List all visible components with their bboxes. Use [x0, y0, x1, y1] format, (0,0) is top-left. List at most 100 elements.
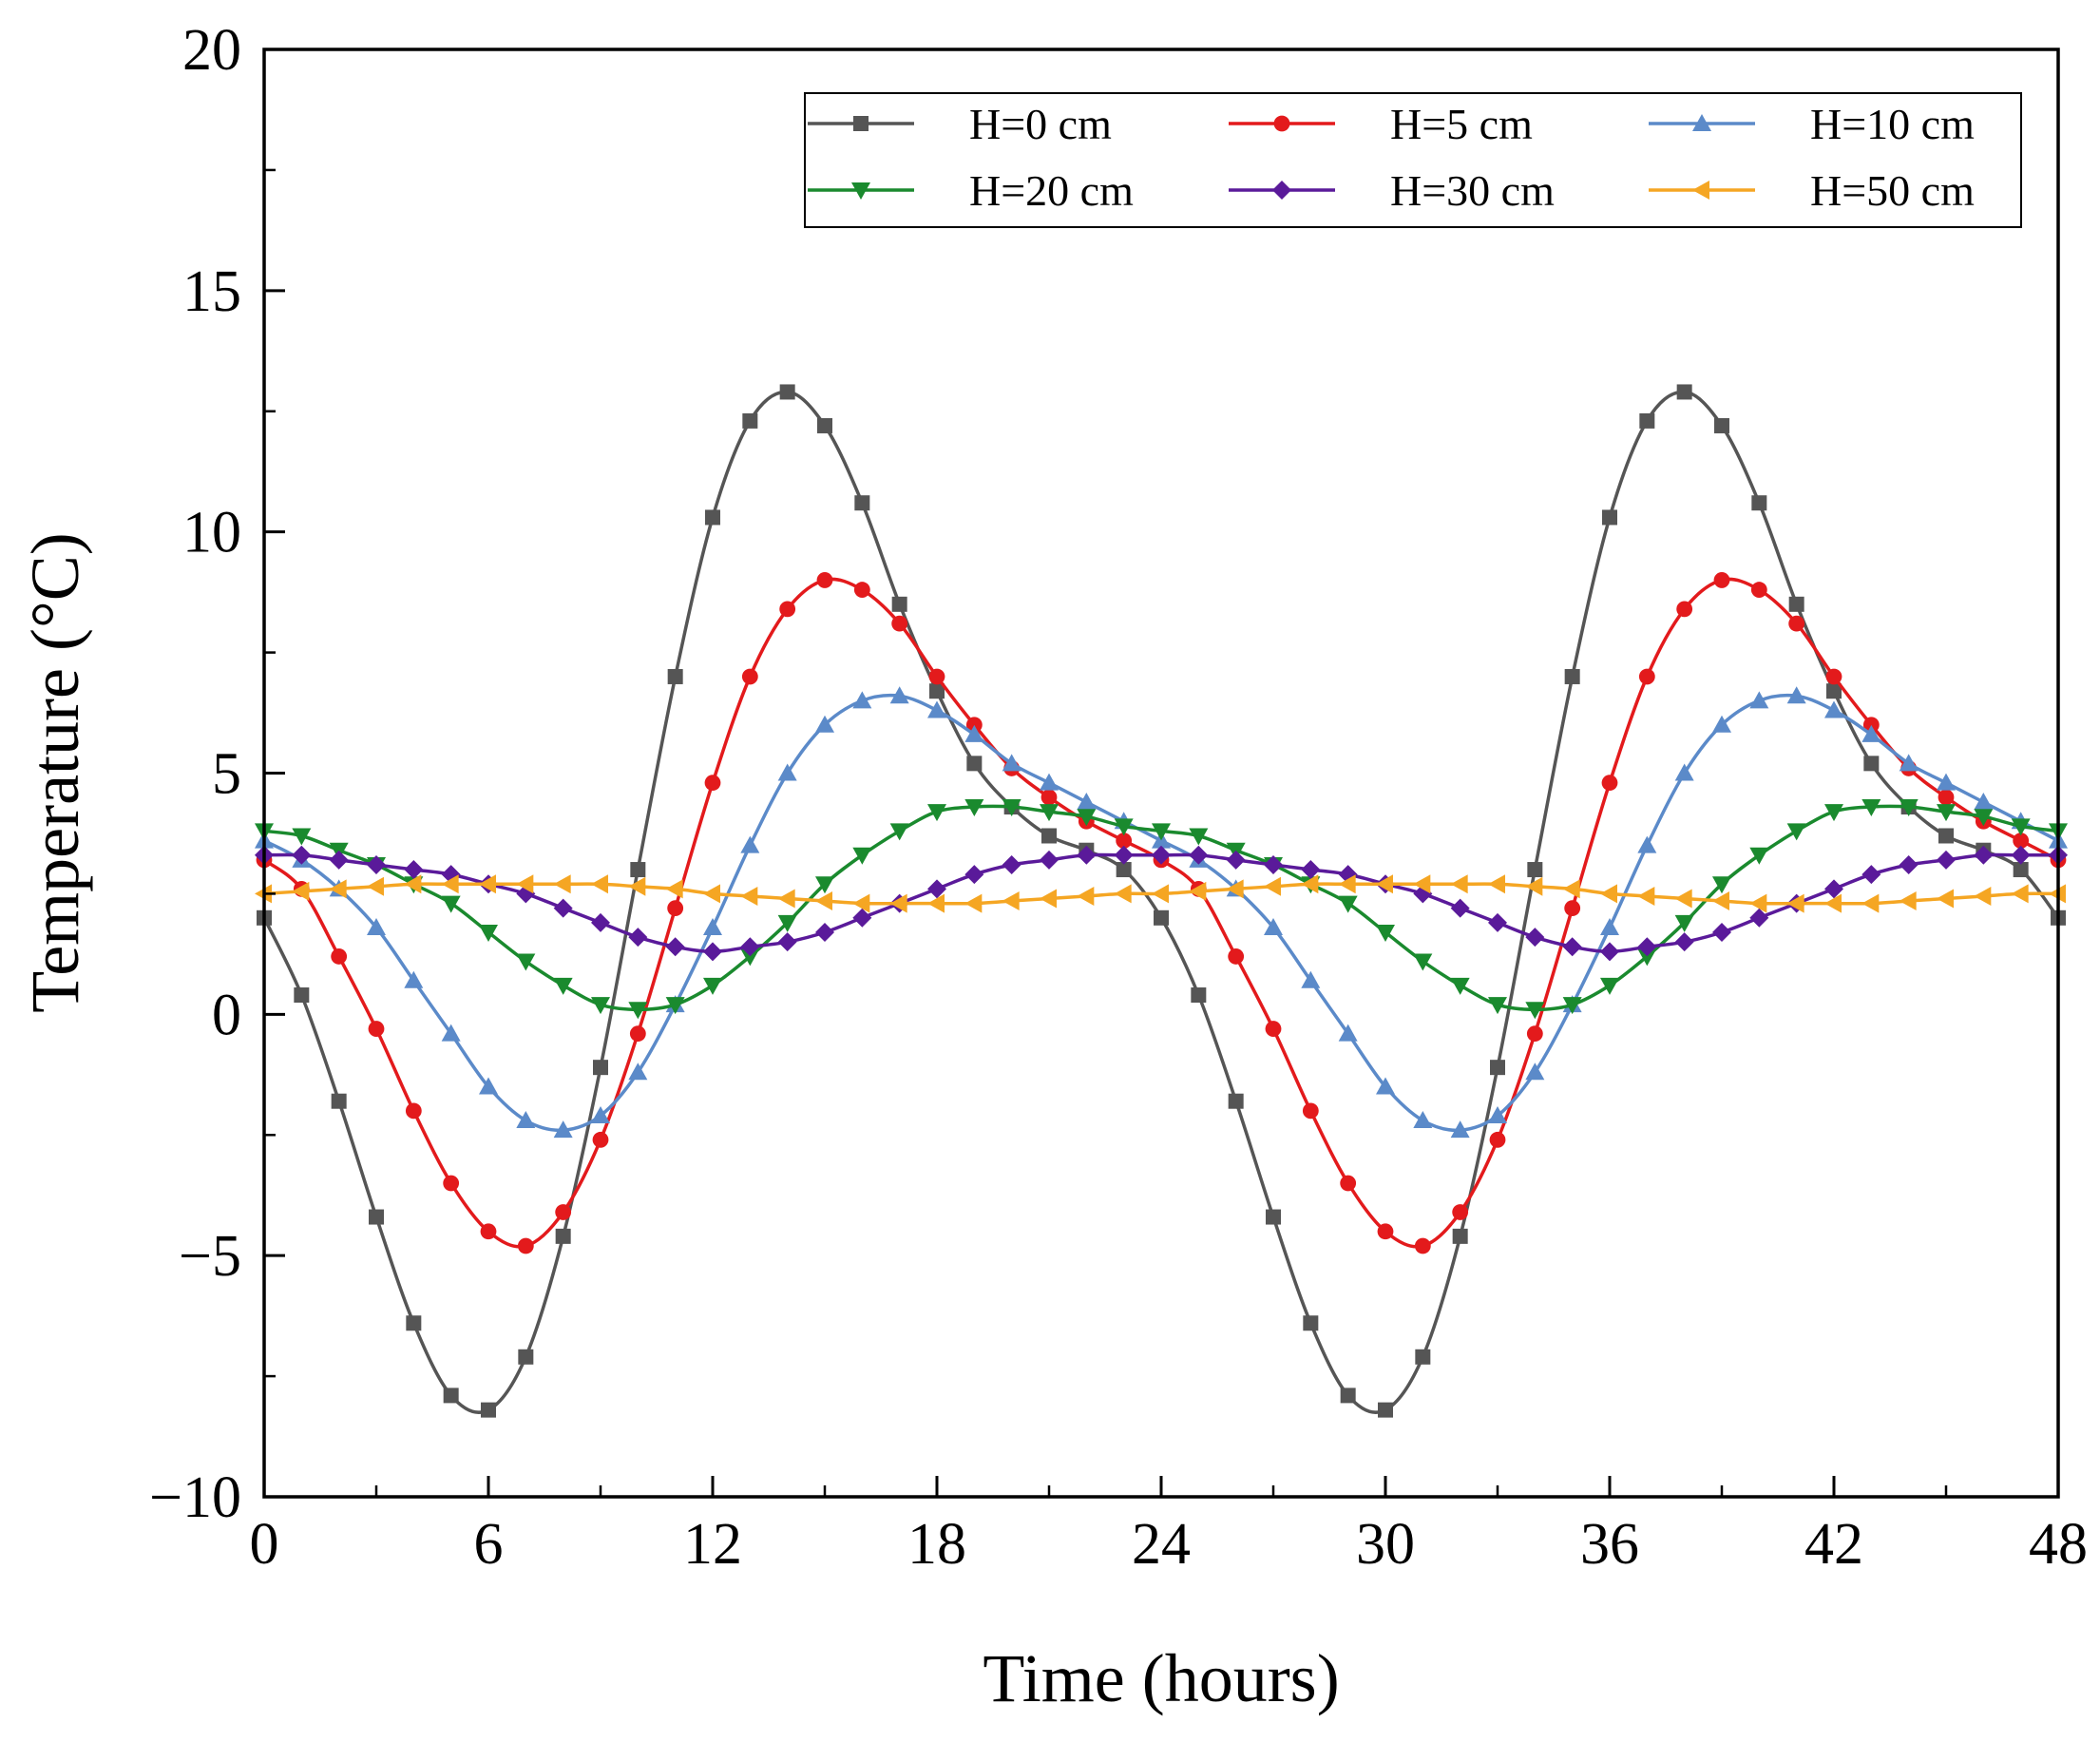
data-point [367, 917, 386, 935]
data-point [1863, 756, 1880, 772]
data-point [1637, 937, 1657, 957]
legend-marker [853, 116, 869, 131]
data-point [555, 1228, 571, 1244]
data-point [1938, 789, 1955, 806]
data-point [479, 874, 496, 894]
data-point [1674, 914, 1694, 932]
data-point [1228, 1093, 1244, 1109]
data-point [1488, 874, 1505, 894]
x-tick-label: 18 [907, 1512, 966, 1577]
data-point [593, 1060, 608, 1076]
data-point [1266, 1209, 1281, 1225]
legend-marker [1272, 181, 1291, 200]
x-tick-label: 24 [1132, 1512, 1191, 1577]
x-tick-label: 36 [1580, 1512, 1639, 1577]
data-point [665, 997, 685, 1015]
data-point [1490, 1060, 1505, 1076]
data-point [553, 977, 573, 995]
x-axis-title: Time (hours) [983, 1640, 1339, 1716]
data-point [1674, 932, 1694, 952]
data-point [1450, 977, 1470, 995]
data-point [1041, 828, 1057, 844]
data-point [1564, 900, 1581, 917]
data-point [815, 715, 834, 733]
data-point [1712, 715, 1731, 733]
data-point [1937, 850, 1956, 870]
legend-marker [851, 182, 870, 200]
data-point [1264, 876, 1281, 896]
legend-label: H=30 cm [1390, 166, 1555, 215]
data-point [1713, 572, 1730, 588]
data-point [665, 879, 683, 899]
legend-label: H=5 cm [1390, 100, 1533, 148]
data-point [331, 1093, 347, 1109]
data-point [1376, 925, 1395, 943]
data-point [553, 1120, 573, 1139]
y-tick-label: −10 [149, 1465, 241, 1530]
data-point [1637, 948, 1657, 967]
y-tick-label: 5 [212, 742, 241, 807]
data-point [1265, 1021, 1282, 1037]
data-point [1189, 828, 1209, 846]
data-point [1226, 879, 1244, 899]
data-point [1525, 928, 1545, 948]
data-point [1114, 818, 1134, 836]
data-point [1527, 862, 1543, 878]
data-point [553, 898, 573, 918]
data-point [889, 686, 909, 704]
data-point [1861, 724, 1881, 742]
data-point [1526, 1025, 1543, 1043]
data-point [815, 891, 832, 911]
data-point [740, 835, 760, 853]
data-point [1152, 823, 1171, 841]
data-point [889, 823, 909, 841]
data-point [518, 1349, 534, 1365]
data-point [742, 412, 758, 429]
data-point [1937, 889, 1954, 909]
data-point [928, 668, 945, 685]
data-point [966, 756, 983, 772]
data-point [591, 997, 610, 1015]
data-point [740, 886, 758, 906]
legend-item: H=20 cm [808, 166, 1134, 215]
data-point [1301, 874, 1319, 894]
series-6 [255, 874, 2066, 913]
data-point [815, 923, 834, 943]
data-point [367, 876, 384, 896]
legend-box [804, 92, 2022, 228]
data-point [665, 937, 685, 957]
legend-item: H=10 cm [1649, 100, 1975, 148]
data-point [1600, 977, 1619, 995]
data-point [1413, 953, 1433, 971]
data-point [667, 900, 684, 917]
x-tick-label: 6 [474, 1512, 504, 1577]
data-point [516, 953, 536, 971]
data-point [628, 928, 648, 948]
data-point [1861, 893, 1880, 913]
data-point [777, 889, 795, 909]
data-point [891, 596, 907, 612]
data-point [1450, 1120, 1470, 1139]
data-point [1712, 891, 1729, 911]
data-point [292, 845, 312, 865]
data-point [1899, 891, 1917, 911]
data-point [1676, 384, 1692, 400]
data-point [591, 912, 610, 932]
legend-marker [1273, 115, 1290, 132]
data-point [329, 879, 347, 899]
series-1 [257, 384, 2066, 1418]
data-point [1861, 799, 1881, 817]
data-point [1154, 909, 1169, 926]
data-point [1525, 876, 1543, 896]
data-point [1450, 874, 1468, 894]
y-tick-label: 20 [182, 18, 241, 83]
data-point [406, 1315, 422, 1331]
legend-label: H=20 cm [969, 166, 1134, 215]
data-point [1191, 987, 1207, 1004]
y-tick-label: 10 [182, 501, 241, 565]
data-point [964, 724, 984, 742]
data-point [479, 1077, 498, 1095]
data-point [1413, 874, 1431, 894]
data-point [1601, 775, 1618, 792]
data-point [592, 1131, 609, 1148]
